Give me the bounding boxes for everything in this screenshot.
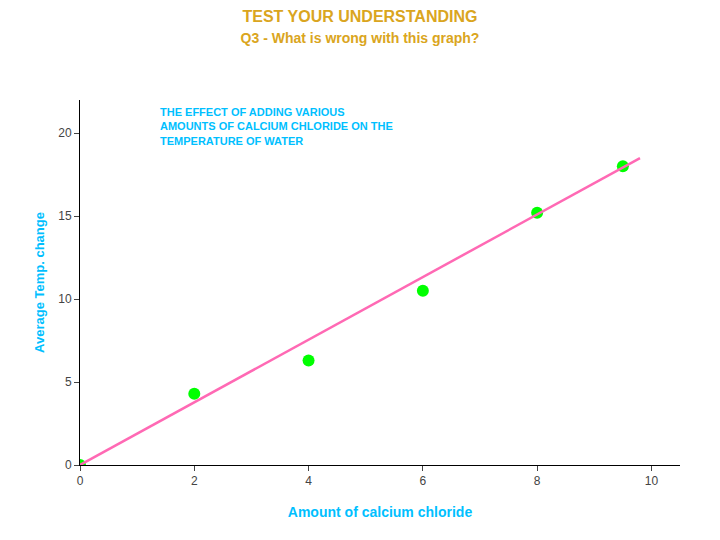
- svg-text:10: 10: [645, 474, 659, 488]
- svg-text:10: 10: [58, 292, 72, 306]
- svg-text:TEST YOUR UNDERSTANDINGQ3 - Wh: TEST YOUR UNDERSTANDINGQ3 - What is wron…: [241, 8, 480, 46]
- svg-text:5: 5: [65, 375, 72, 389]
- svg-text:8: 8: [534, 474, 541, 488]
- svg-text:6: 6: [420, 474, 427, 488]
- svg-text:2: 2: [191, 474, 198, 488]
- svg-text:0: 0: [65, 458, 72, 472]
- svg-text:15: 15: [58, 209, 72, 223]
- svg-text:THE EFFECT OF ADDING VARIOUSAM: THE EFFECT OF ADDING VARIOUSAMOUNTS OF C…: [160, 106, 393, 147]
- svg-text:Amount of calcium chloride: Amount of calcium chloride: [288, 504, 473, 520]
- svg-text:4: 4: [305, 474, 312, 488]
- svg-text:0: 0: [77, 474, 84, 488]
- svg-text:20: 20: [58, 126, 72, 140]
- svg-text:Average Temp. change: Average Temp. change: [32, 212, 47, 353]
